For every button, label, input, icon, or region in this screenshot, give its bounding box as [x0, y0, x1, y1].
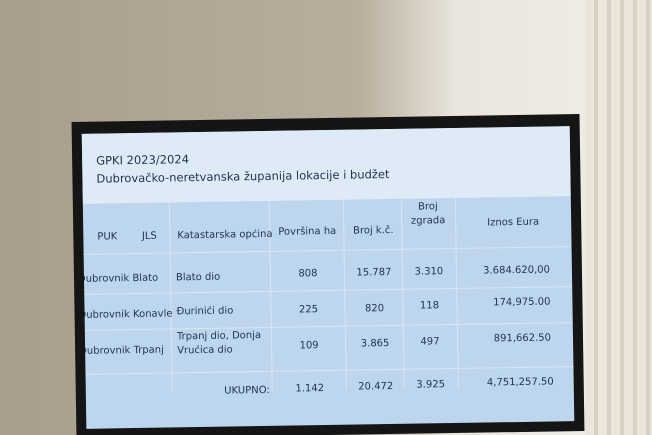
column-header: Površina ha [278, 225, 337, 238]
cell: Blato dio [175, 271, 221, 284]
cell: 891,662.50 [493, 332, 552, 345]
cell: 3.865 [360, 338, 390, 350]
cell: 109 [299, 340, 319, 352]
cell: 3.684.620,00 [483, 264, 551, 277]
divider [85, 366, 574, 375]
column-header: Broj zgrada [410, 201, 446, 227]
curtain [585, 0, 652, 435]
title: GPKI 2023/2024 [96, 152, 190, 168]
cell: Trpanj dio, Donja Vrućica dio [176, 330, 262, 357]
divider [168, 202, 173, 393]
cell: Đurinići dio [176, 305, 234, 318]
total-label: UKUPNO: [224, 384, 270, 397]
total-cell: 20.472 [358, 380, 394, 393]
column-header: Broj k.č. [352, 224, 394, 237]
column-header: Katastarska općina [177, 228, 273, 242]
cell: 808 [298, 268, 318, 280]
divider [342, 199, 347, 390]
total-cell: 4,751,257.50 [486, 376, 554, 389]
cell: 497 [420, 336, 440, 348]
cell: Dubrovnik Konavle [81, 308, 173, 321]
cell: 820 [364, 303, 385, 315]
divider [83, 246, 572, 255]
cell: 174,975.00 [493, 296, 551, 309]
cell: 15.787 [356, 267, 392, 279]
divider [400, 198, 405, 389]
cell: 225 [298, 304, 319, 316]
column-header: JLS [141, 230, 157, 242]
cell: Dubrovnik Blato [81, 272, 159, 285]
tv-frame: GPKI 2023/2024 Dubrovačko-neretvanska žu… [71, 114, 585, 435]
total-cell: 3.925 [416, 379, 446, 391]
cell: 118 [419, 300, 440, 312]
column-header: Iznos Eura [487, 216, 540, 229]
total-cell: 1.142 [295, 383, 325, 395]
cell: 3.310 [414, 266, 444, 278]
cell: Dubrovnik Trpanj [81, 344, 164, 357]
divider [454, 197, 459, 388]
divider [84, 286, 573, 295]
screen: GPKI 2023/2024 Dubrovačko-neretvanska žu… [81, 126, 575, 429]
divider [84, 322, 573, 331]
column-header: PUK [97, 231, 118, 243]
